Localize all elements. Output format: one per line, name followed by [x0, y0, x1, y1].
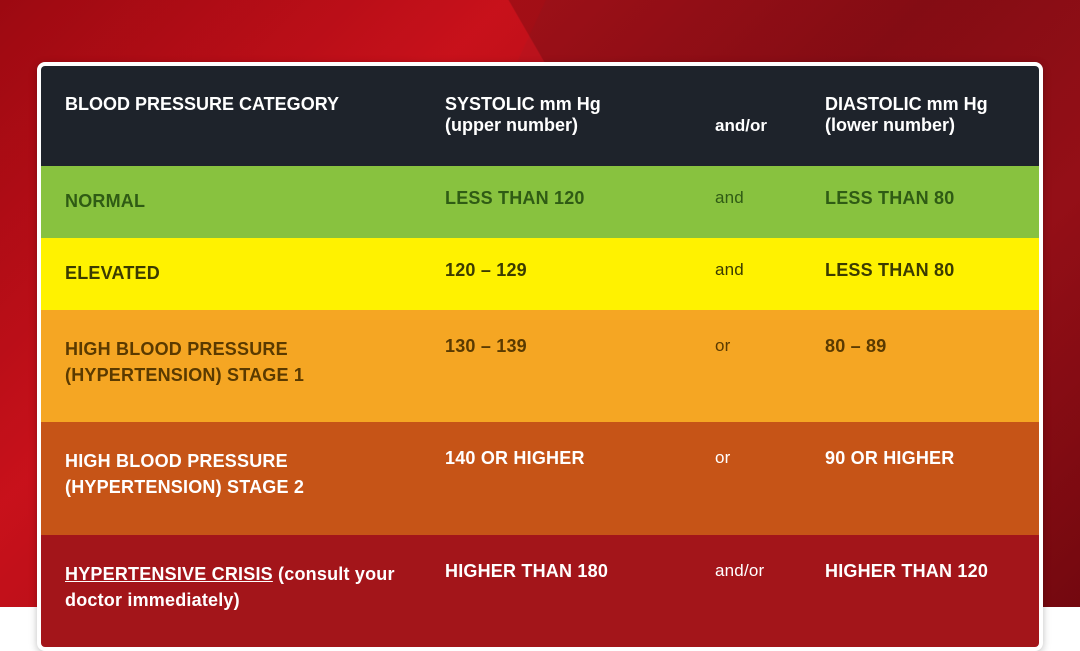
category-strong: HYPERTENSIVE CRISIS: [65, 564, 273, 584]
header-category-label: BLOOD PRESSURE CATEGORY: [65, 94, 339, 114]
table-row: HIGH BLOOD PRESSURE (HYPERTENSION) STAGE…: [41, 310, 1039, 422]
cell-diastolic: 90 OR HIGHER: [801, 422, 1039, 534]
cell-systolic: HIGHER THAN 180: [421, 535, 691, 647]
header-systolic: SYSTOLIC mm Hg (upper number): [421, 66, 691, 166]
cell-category: HIGH BLOOD PRESSURE (HYPERTENSION) STAGE…: [41, 310, 421, 422]
cell-systolic: LESS THAN 120: [421, 166, 691, 238]
category-label: HIGH BLOOD PRESSURE (HYPERTENSION) STAGE…: [65, 451, 304, 497]
table-row: HYPERTENSIVE CRISIS (consult your doctor…: [41, 535, 1039, 647]
header-diastolic-sub: (lower number): [825, 115, 1015, 136]
header-diastolic-label: DIASTOLIC mm Hg: [825, 94, 988, 114]
table-body: NORMALLESS THAN 120andLESS THAN 80ELEVAT…: [41, 166, 1039, 647]
header-diastolic: DIASTOLIC mm Hg (lower number): [801, 66, 1039, 166]
cell-systolic: 120 – 129: [421, 238, 691, 310]
cell-connector: and: [691, 238, 801, 310]
cell-systolic: 130 – 139: [421, 310, 691, 422]
cell-category: HIGH BLOOD PRESSURE (HYPERTENSION) STAGE…: [41, 422, 421, 534]
table-row: NORMAL LESS THAN 120andLESS THAN 80: [41, 166, 1039, 238]
header-connector: and/or: [691, 66, 801, 166]
cell-diastolic: 80 – 89: [801, 310, 1039, 422]
cell-diastolic: HIGHER THAN 120: [801, 535, 1039, 647]
table-header: BLOOD PRESSURE CATEGORY SYSTOLIC mm Hg (…: [41, 66, 1039, 166]
category-label: NORMAL: [65, 191, 145, 211]
cell-category: HYPERTENSIVE CRISIS (consult your doctor…: [41, 535, 421, 647]
cell-connector: or: [691, 310, 801, 422]
header-systolic-label: SYSTOLIC mm Hg: [445, 94, 601, 114]
blood-pressure-table: BLOOD PRESSURE CATEGORY SYSTOLIC mm Hg (…: [41, 66, 1039, 647]
cell-category: ELEVATED: [41, 238, 421, 310]
cell-connector: and: [691, 166, 801, 238]
category-label: ELEVATED: [65, 263, 160, 283]
cell-connector: or: [691, 422, 801, 534]
cell-systolic: 140 OR HIGHER: [421, 422, 691, 534]
header-category: BLOOD PRESSURE CATEGORY: [41, 66, 421, 166]
cell-diastolic: LESS THAN 80: [801, 238, 1039, 310]
category-label: HIGH BLOOD PRESSURE (HYPERTENSION) STAGE…: [65, 339, 304, 385]
cell-diastolic: LESS THAN 80: [801, 166, 1039, 238]
header-connector-label: and/or: [715, 116, 767, 135]
header-systolic-sub: (upper number): [445, 115, 667, 136]
cell-category: NORMAL: [41, 166, 421, 238]
table-row: ELEVATED 120 – 129andLESS THAN 80: [41, 238, 1039, 310]
cell-connector: and/or: [691, 535, 801, 647]
table-row: HIGH BLOOD PRESSURE (HYPERTENSION) STAGE…: [41, 422, 1039, 534]
blood-pressure-card: BLOOD PRESSURE CATEGORY SYSTOLIC mm Hg (…: [37, 62, 1043, 651]
